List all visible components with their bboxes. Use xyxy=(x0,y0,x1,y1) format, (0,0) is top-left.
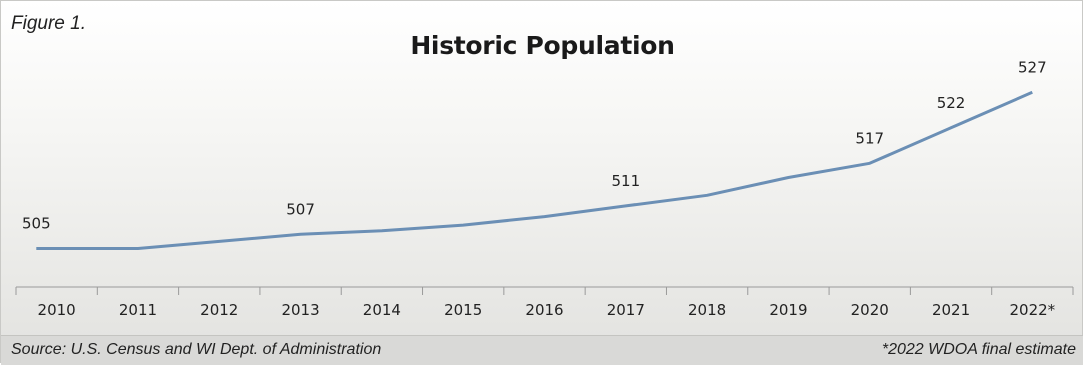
x-tick-label: 2017 xyxy=(607,301,645,319)
data-labels: 505 507 511 517 522 527 xyxy=(22,58,1047,232)
x-tick-label: 2021 xyxy=(932,301,970,319)
population-line xyxy=(36,90,1033,250)
figure-label: Figure 1. xyxy=(11,13,86,34)
x-tick-label: 2010 xyxy=(38,301,76,319)
chart-title: Historic Population xyxy=(410,31,675,60)
x-tick-label: 2018 xyxy=(688,301,726,319)
data-label: 522 xyxy=(937,94,966,112)
data-label: 505 xyxy=(22,215,51,233)
data-label: 517 xyxy=(855,129,884,147)
x-tick-label: 2022* xyxy=(1010,301,1056,319)
x-tick-label: 2011 xyxy=(119,301,157,319)
x-axis-tick-labels: 2010 2011 2012 2013 2014 2015 2016 2017 2018 2019… xyxy=(38,301,1056,319)
data-label: 527 xyxy=(1018,58,1047,76)
data-label: 507 xyxy=(286,200,315,218)
footer-bar: Source: U.S. Census and WI Dept. of Admi… xyxy=(1,335,1083,365)
x-tick-label: 2020 xyxy=(851,301,889,319)
x-tick-label: 2013 xyxy=(281,301,319,319)
x-tick-label: 2012 xyxy=(200,301,238,319)
source-note: Source: U.S. Census and WI Dept. of Admi… xyxy=(11,341,382,358)
x-tick-label: 2015 xyxy=(444,301,482,319)
x-axis-ticks xyxy=(15,287,1074,295)
x-tick-label: 2016 xyxy=(525,301,563,319)
data-label: 511 xyxy=(611,172,640,190)
x-tick-label: 2019 xyxy=(769,301,807,319)
estimate-note: *2022 WDOA final estimate xyxy=(881,341,1076,358)
x-tick-label: 2014 xyxy=(363,301,401,319)
